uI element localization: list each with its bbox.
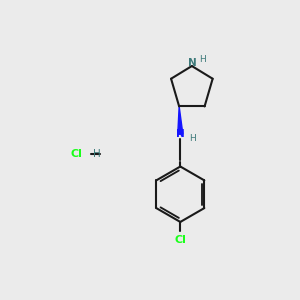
- Text: H: H: [189, 134, 196, 142]
- Text: Cl: Cl: [70, 149, 82, 159]
- Text: N: N: [188, 58, 197, 68]
- Text: N: N: [176, 129, 185, 139]
- Text: H: H: [93, 149, 101, 159]
- Polygon shape: [178, 106, 183, 134]
- Text: Cl: Cl: [174, 236, 186, 245]
- Text: H: H: [199, 55, 206, 64]
